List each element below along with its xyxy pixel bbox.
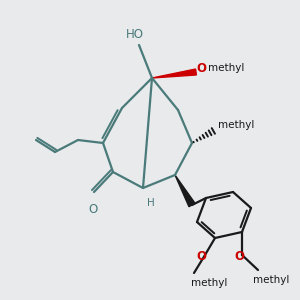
Text: methyl: methyl [253, 275, 290, 285]
Polygon shape [175, 175, 195, 207]
Text: O: O [196, 61, 206, 74]
Text: O: O [196, 250, 206, 263]
Text: H: H [147, 198, 155, 208]
Text: O: O [88, 203, 98, 216]
Text: methyl: methyl [208, 63, 244, 73]
Text: methyl: methyl [191, 278, 227, 288]
Text: methyl: methyl [218, 120, 254, 130]
Polygon shape [152, 69, 196, 78]
Text: O: O [234, 250, 244, 263]
Text: HO: HO [126, 28, 144, 41]
